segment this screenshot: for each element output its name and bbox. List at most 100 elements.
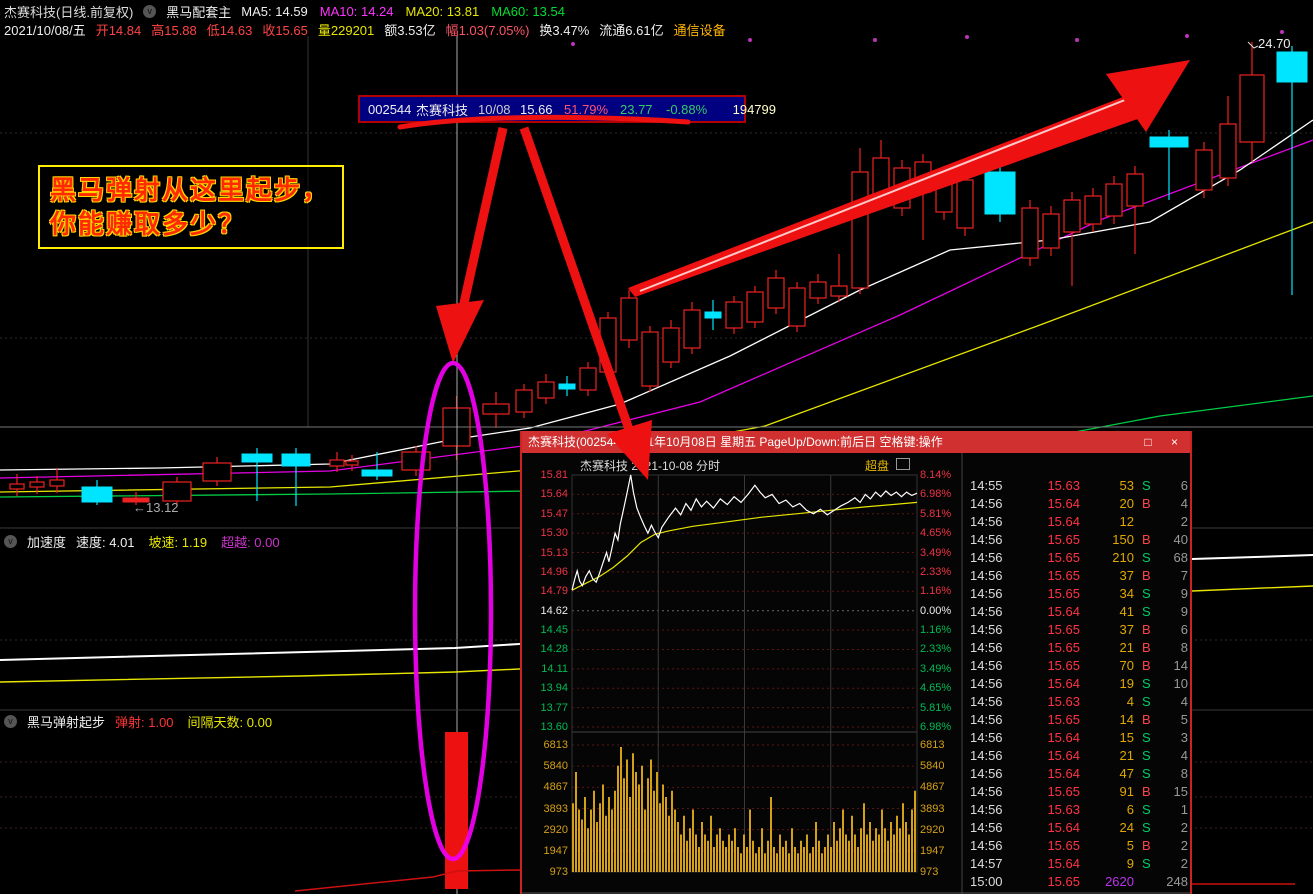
trade-flag: S [1142,550,1151,565]
trade-flag: S [1142,820,1151,835]
collapse-icon[interactable]: v [4,715,17,728]
quote-field: 低14.63 [206,23,253,38]
quote-field: 换3.47% [539,23,590,38]
watch-toggle[interactable]: 超盘 [865,459,890,473]
trade-price: 15.63 [1047,478,1080,493]
price-axis-label: 14.79 [540,585,568,598]
trade-time: 14:56 [970,694,1003,709]
trade-row[interactable]: 14:56 15.65 210 S 68 [964,550,1190,568]
trade-flag: S [1142,802,1151,817]
trade-flag: S [1142,676,1151,691]
trade-volume: 2620 [1105,874,1134,889]
trade-time: 14:56 [970,550,1003,565]
trade-row[interactable]: 14:56 15.65 37 B 7 [964,568,1190,586]
trade-row[interactable]: 14:56 15.63 4 S 4 [964,694,1190,712]
quote-code: 002544 [368,101,412,117]
trade-volume: 15 [1119,730,1134,745]
trade-row[interactable]: 14:56 15.64 47 S 8 [964,766,1190,784]
trade-flag: B [1142,838,1151,853]
volume-axis-label: 1947 [920,844,945,857]
price-axis-label: 13.77 [540,701,568,714]
price-marker-low: ←13.12 [133,500,179,515]
intraday-chart[interactable] [522,453,1190,894]
trade-price: 15.63 [1047,694,1080,709]
trade-time: 14:56 [970,712,1003,727]
ma-values: MA5: 14.59 MA10: 14.24 MA20: 13.81 MA60: 13… [241,4,577,19]
percent-axis-label: 1.16% [920,585,952,598]
trade-price: 15.64 [1047,730,1080,745]
trade-price: 15.64 [1047,856,1080,871]
trade-volume: 24 [1119,820,1134,835]
header-line2: 2021/10/08/五 开14.84 高15.88 低14.63 收15.65 量229… [4,20,726,39]
trade-row[interactable]: 14:56 15.64 21 S 4 [964,748,1190,766]
percent-axis-label: 2.33% [920,565,952,578]
price-axis-label: 15.81 [540,469,568,481]
trade-row[interactable]: 14:56 15.65 150 B 40 [964,532,1190,550]
trade-time: 14:57 [970,856,1003,871]
trade-price: 15.65 [1047,640,1080,655]
indicator-name: 黑马配套主 [166,5,232,20]
quote-volume: 194799 [732,101,776,117]
ma-value: MA5: 14.59 [241,4,308,19]
trade-row[interactable]: 14:56 15.64 24 S 2 [964,820,1190,838]
trade-row[interactable]: 14:56 15.64 12 2 [964,514,1190,532]
volume-axis-label: 2920 [543,823,568,836]
trade-flag: S [1142,694,1151,709]
trade-price: 15.65 [1047,658,1080,673]
trade-count: 4 [1180,694,1188,709]
trade-row[interactable]: 14:56 15.65 5 B 2 [964,838,1190,856]
trade-price: 15.65 [1047,622,1080,637]
quote-field: 通信设备 [673,23,726,38]
trade-count: 2 [1180,820,1188,835]
trade-row[interactable]: 14:56 15.64 20 B 4 [964,496,1190,514]
trade-row[interactable]: 14:57 15.64 9 S 2 [964,856,1190,874]
price-axis-label: 15.64 [540,488,568,501]
volume-axis-label: 973 [920,866,939,878]
trade-row[interactable]: 14:56 15.65 70 B 14 [964,658,1190,676]
trade-volume: 20 [1119,496,1134,511]
trade-row[interactable]: 15:00 15.65 2620 248 [964,874,1190,892]
quote-field: 开14.84 [95,23,142,38]
annotation-line2: 你能赚取多少？ [50,209,247,239]
volume-axis-label: 1947 [543,844,568,857]
stock-title: 杰赛科技(日线.前复权) [4,5,134,20]
trade-row[interactable]: 14:56 15.64 15 S 3 [964,730,1190,748]
trade-row[interactable]: 14:56 15.63 6 S 1 [964,802,1190,820]
trade-count: 6 [1180,478,1188,493]
trade-row[interactable]: 14:56 15.65 91 B 15 [964,784,1190,802]
maximize-button[interactable]: □ [1144,435,1160,449]
trade-row[interactable]: 14:56 15.65 34 S 9 [964,586,1190,604]
popup-title-bar[interactable]: 杰赛科技(002544) 2021年10月08日 星期五 PageUp/Down… [522,431,1190,453]
trade-volume: 12 [1119,514,1134,529]
trade-row[interactable]: 14:56 15.65 14 B 5 [964,712,1190,730]
percent-axis-label: 3.49% [920,546,952,559]
trade-flag: S [1142,766,1151,781]
chevron-down-icon[interactable]: v [143,5,157,18]
trade-row[interactable]: 14:56 15.64 19 S 10 [964,676,1190,694]
panel-toggle-icon[interactable] [896,458,910,470]
quote-field: 幅1.03(7.05%) [445,23,530,38]
quote-date: 10/08 [478,101,511,117]
trade-row[interactable]: 14:56 15.65 21 B 8 [964,640,1190,658]
trade-row[interactable]: 14:56 15.64 41 S 9 [964,604,1190,622]
trade-flag: S [1142,748,1151,763]
trade-count: 40 [1173,532,1188,547]
quote-bar: 002544 杰赛科技 10/08 15.66 51.79% 23.77 -0.… [358,95,776,123]
trade-row[interactable]: 14:56 15.65 37 B 6 [964,622,1190,640]
trade-time: 14:56 [970,658,1003,673]
trade-price: 15.64 [1047,676,1080,691]
volume-axis-label: 3893 [920,802,945,815]
signal-fields: 弹射: 1.00 间隔天数: 0.00 [115,712,286,731]
trade-count: 4 [1180,748,1188,763]
trade-count: 248 [1166,874,1188,889]
collapse-icon[interactable]: v [4,535,17,548]
close-button[interactable]: × [1170,435,1186,449]
trade-price: 15.64 [1047,604,1080,619]
trade-row[interactable]: 14:55 15.63 53 S 6 [964,478,1190,496]
ma-value: MA20: 13.81 [405,4,480,19]
trade-count: 68 [1173,550,1188,565]
accel-panel-name: 加速度 [27,535,67,550]
percent-axis-label: 5.81% [920,507,952,520]
trade-time: 14:56 [970,838,1003,853]
trade-volume: 150 [1112,532,1134,547]
